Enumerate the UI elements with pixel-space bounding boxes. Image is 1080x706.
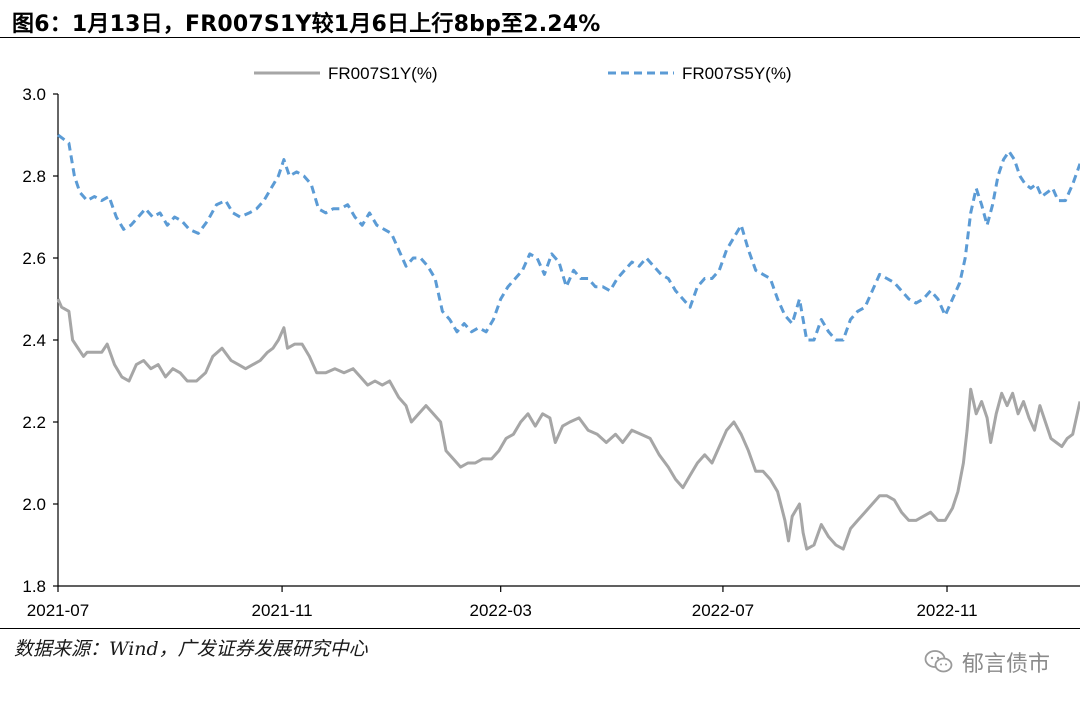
y-tick-label: 1.8 (22, 577, 46, 596)
line-chart: FR007S1Y(%) FR007S5Y(%) 3.0 2.8 2.6 2.4 2.2 2.… (22, 64, 1080, 620)
x-tick-label: 2022-07 (692, 601, 754, 620)
wechat-icon (924, 650, 953, 673)
chart-legend: FR007S1Y(%) FR007S5Y(%) (254, 64, 792, 83)
y-tick-label: 3.0 (22, 85, 46, 104)
source-note: 数据来源：Wind，广发证券发展研究中心 (14, 638, 368, 660)
y-tick-label: 2.4 (22, 331, 46, 350)
legend-label: FR007S1Y(%) (328, 64, 438, 83)
chart-title: 图6：1月13日，FR007S1Y较1月6日上行8bp至2.24% (12, 12, 601, 37)
series-line-fr007s5y (57, 133, 1080, 342)
chart-axes: 3.0 2.8 2.6 2.4 2.2 2.0 1.8 2021-07 2021-11 2022-… (22, 85, 1080, 620)
x-tick-label: 2021-07 (27, 601, 89, 620)
watermark-text: 郁言债市 (961, 652, 1050, 677)
y-tick-label: 2.6 (22, 249, 46, 268)
legend-label: FR007S5Y(%) (682, 64, 792, 83)
x-tick-label: 2021-11 (252, 601, 313, 620)
y-tick-label: 2.0 (22, 495, 46, 514)
y-tick-label: 2.8 (22, 167, 46, 186)
y-tick-label: 2.2 (22, 413, 46, 432)
watermark: 郁言债市 (924, 646, 1050, 678)
x-tick-label: 2022-11 (916, 601, 977, 620)
top-rule (0, 37, 1080, 38)
x-tick-label: 2022-03 (469, 601, 531, 620)
chart-series (56, 133, 1080, 551)
bottom-rule (0, 628, 1080, 629)
series-line-fr007s1y (56, 298, 1080, 551)
